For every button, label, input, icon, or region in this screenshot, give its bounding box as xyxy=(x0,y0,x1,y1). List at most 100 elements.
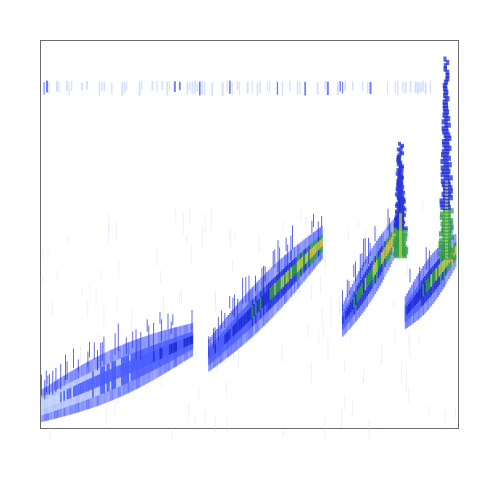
spike-2-mark xyxy=(440,171,450,178)
diagonal-band-1-peak xyxy=(97,375,99,388)
diagonal-band-2-peak xyxy=(293,264,296,276)
noise-speck xyxy=(338,294,340,315)
noise-speck xyxy=(196,353,198,361)
top-dashes-mark xyxy=(199,81,201,96)
diagonal-band-3-spike xyxy=(353,264,355,277)
top-dashes-mark xyxy=(367,81,369,94)
diagonal-band-2-peak xyxy=(303,255,305,266)
spike-2-mark xyxy=(443,63,447,69)
noise-speck xyxy=(42,249,44,259)
diagonal-band-4-peak xyxy=(438,264,441,277)
top-dashes-mark xyxy=(196,82,199,92)
top-dashes-mark xyxy=(168,81,170,91)
top-dashes-mark xyxy=(239,82,241,95)
noise-speck xyxy=(87,301,89,318)
top-dashes-mark xyxy=(409,80,412,93)
noise-speck xyxy=(194,416,196,431)
noise-speck xyxy=(300,210,302,221)
top-dashes-mark xyxy=(299,81,301,94)
diagonal-band-3-peak xyxy=(348,305,351,315)
noise-speck xyxy=(428,405,430,415)
diagonal-band-1-peak xyxy=(165,345,168,357)
top-dashes-mark xyxy=(414,81,417,93)
noise-speck xyxy=(409,337,411,358)
diagonal-band-4-peak xyxy=(443,258,446,270)
diagonal-band-1-peak xyxy=(66,389,69,400)
diagonal-band-1-spike xyxy=(114,333,116,356)
diagonal-band-1-spike xyxy=(60,363,62,390)
top-dashes-mark xyxy=(362,80,364,91)
diagonal-band-3-spike xyxy=(364,238,366,264)
diagonal-band-1-peak xyxy=(146,353,149,366)
noise-speck xyxy=(133,381,135,401)
diagonal-band-4-peak xyxy=(427,278,429,291)
diagonal-band-3-spike xyxy=(355,261,356,281)
spike-2-mark xyxy=(441,152,449,158)
top-dashes-mark xyxy=(424,82,427,94)
diagonal-band-4-peak xyxy=(430,274,433,287)
noise-speck xyxy=(214,415,216,433)
top-dashes-mark xyxy=(404,81,407,94)
diagonal-band-1-spike xyxy=(167,313,169,330)
diagonal-band-2-peak xyxy=(277,279,280,293)
diagonal-band-4-peak xyxy=(417,290,420,302)
diagonal-band-2-peak xyxy=(237,320,239,332)
diagonal-band-3-peak xyxy=(358,288,360,301)
diagonal-band-1-peak xyxy=(114,367,117,380)
diagonal-band-1-spike xyxy=(101,342,103,361)
top-dashes-mark xyxy=(123,82,126,93)
diagonal-band-1-spike xyxy=(159,311,161,324)
spike-2-mark xyxy=(444,135,452,141)
diagonal-band-3-peak xyxy=(379,254,381,267)
diagonal-band-3-peak xyxy=(368,272,370,285)
diagonal-band-2-spike xyxy=(237,298,239,322)
diagonal-band-1-peak xyxy=(172,343,174,353)
diagonal-band-2-peak xyxy=(219,339,222,349)
diagonal-band-1-spike xyxy=(135,329,137,360)
diagonal-band-2-peak xyxy=(267,289,270,302)
diagonal-band-3-peak xyxy=(390,237,393,248)
noise-speck xyxy=(230,229,231,250)
diagonal-band-4-peak xyxy=(414,295,416,306)
noise-speck xyxy=(363,366,365,383)
noise-speck xyxy=(393,298,395,309)
top-dashes-mark xyxy=(397,81,399,96)
diagonal-band-3-peak xyxy=(374,262,377,275)
spike-2-mark xyxy=(442,106,449,112)
diagonal-band-1-peak xyxy=(151,351,154,363)
top-dashes-mark xyxy=(324,80,327,90)
diagonal-band-1-peak xyxy=(185,338,187,347)
top-dashes-mark xyxy=(296,80,299,95)
diagonal-band-1-peak xyxy=(188,336,190,346)
diagonal-band-1-peak xyxy=(101,372,104,386)
noise-speck xyxy=(116,297,118,312)
diagonal-band-3-peak xyxy=(384,247,386,259)
noise-speck xyxy=(89,283,91,302)
diagonal-band-1-peak xyxy=(129,360,131,374)
diagonal-band-1-peak xyxy=(82,381,85,393)
noise-speck xyxy=(56,270,58,282)
diagonal-band-4-peak xyxy=(425,280,428,293)
diagonal-band-2-peak xyxy=(256,300,259,314)
noise-speck xyxy=(357,219,359,228)
noise-speck xyxy=(67,235,69,244)
spike-2-mark xyxy=(443,162,452,168)
diagonal-band-2-peak xyxy=(296,261,299,273)
diagonal-band-2-peak xyxy=(287,270,289,283)
diagonal-band-1-peak xyxy=(124,362,126,376)
diagonal-band-1-spike xyxy=(97,350,98,371)
diagonal-band-2-peak xyxy=(259,297,262,310)
top-dashes-mark xyxy=(256,82,259,96)
noise-speck xyxy=(347,229,349,242)
top-dashes-mark xyxy=(161,81,164,90)
diagonal-band-2-peak xyxy=(246,310,249,323)
diagonal-band-2-peak xyxy=(292,265,294,278)
top-dashes-mark xyxy=(48,81,50,94)
diagonal-band-1-peak xyxy=(98,374,101,387)
noise-speck xyxy=(160,365,162,388)
top-dashes-mark xyxy=(229,80,231,94)
noise-speck xyxy=(160,270,162,283)
noise-speck xyxy=(204,411,206,423)
diagonal-band-1-peak xyxy=(122,363,125,376)
diagonal-band-1-peak xyxy=(169,344,171,355)
